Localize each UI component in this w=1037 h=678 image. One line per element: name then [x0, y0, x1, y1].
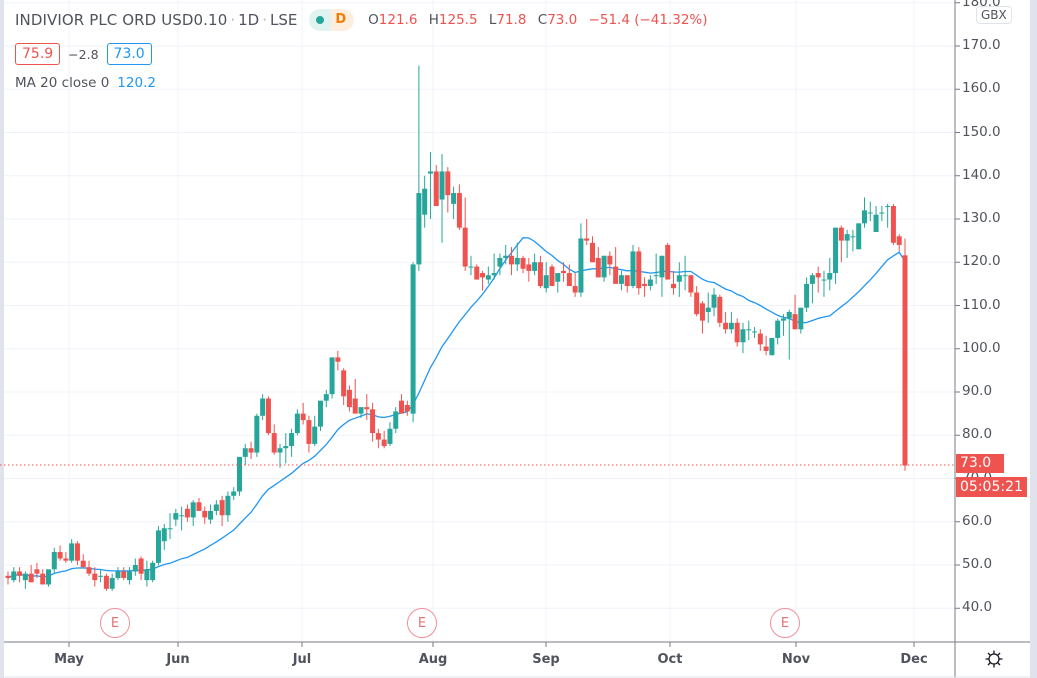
- time-tick-label: Nov: [781, 652, 811, 667]
- currency-label[interactable]: GBX: [976, 6, 1012, 24]
- time-tick-label: Sep: [532, 652, 560, 667]
- settings-gear-icon[interactable]: [984, 649, 1004, 669]
- spread-value: −2.8: [68, 46, 99, 62]
- price-tick-label: 40.0: [962, 599, 993, 616]
- sell-price-button[interactable]: 75.9: [15, 43, 61, 65]
- time-tick-label: Aug: [418, 652, 448, 667]
- buy-price-button[interactable]: 73.0: [106, 43, 152, 65]
- exchange-label: LSE: [270, 11, 298, 29]
- last-price-label: 73.0: [956, 454, 1004, 473]
- earnings-marker-icon[interactable]: E: [407, 608, 437, 638]
- interval-label[interactable]: 1D: [238, 11, 260, 29]
- time-tick-label: May: [54, 652, 84, 667]
- bar-countdown-label: 05:05:21: [956, 477, 1027, 497]
- chart-legend: INDIVIOR PLC ORD USD0.10 · 1D · LSE D O1…: [15, 8, 715, 91]
- left-panel-edge: [0, 0, 4, 678]
- price-tick-label: 90.0: [962, 383, 993, 399]
- price-tick-label: 110.0: [962, 296, 1001, 313]
- ma-indicator-label: MA 20 close 0: [15, 75, 110, 91]
- market-open-dot-icon: [309, 9, 332, 31]
- time-tick-label: Oct: [657, 652, 683, 667]
- price-tick-label: 100.0: [962, 339, 1001, 356]
- candlestick-series: [5, 65, 908, 591]
- high-value: 125.5: [438, 12, 478, 28]
- close-value: 73.0: [547, 12, 578, 28]
- ohlc-values: O121.6 H125.5 L71.8 C73.0 −51.4 (−41.32%…: [368, 12, 708, 28]
- price-tick-label: 140.0: [962, 166, 1001, 183]
- price-tick-label: 180.0: [962, 0, 1001, 10]
- earnings-marker-icon[interactable]: E: [770, 608, 800, 638]
- low-value: 71.8: [496, 12, 527, 28]
- earnings-marker-icon[interactable]: E: [100, 608, 130, 638]
- time-tick-label: Jul: [292, 652, 312, 667]
- time-tick-label: Jun: [166, 652, 190, 667]
- ma-indicator-value: 120.2: [117, 75, 156, 91]
- market-status-pill[interactable]: D: [309, 9, 355, 31]
- price-tick-label: 170.0: [962, 37, 1001, 53]
- change-value: −51.4 (−41.32%): [588, 12, 708, 28]
- price-tick-label: 150.0: [962, 123, 1001, 140]
- ma-line: [7, 237, 906, 579]
- price-tick-label: 80.0: [962, 426, 993, 443]
- price-tick-label: 120.0: [962, 253, 1001, 270]
- axis-ticks: [68, 2, 960, 647]
- symbol-title[interactable]: INDIVIOR PLC ORD USD0.10: [15, 11, 228, 29]
- time-tick-label: Dec: [900, 652, 928, 667]
- price-tick-label: 50.0: [962, 556, 993, 572]
- open-value: 121.6: [378, 12, 418, 28]
- ma-indicator-legend[interactable]: MA 20 close 0 120.2: [15, 75, 715, 91]
- delayed-data-badge: D: [331, 9, 355, 31]
- price-tick-label: 130.0: [962, 210, 1001, 226]
- right-panel-edge: [1030, 0, 1037, 678]
- price-tick-label: 60.0: [962, 512, 993, 529]
- price-tick-label: 160.0: [962, 80, 1001, 97]
